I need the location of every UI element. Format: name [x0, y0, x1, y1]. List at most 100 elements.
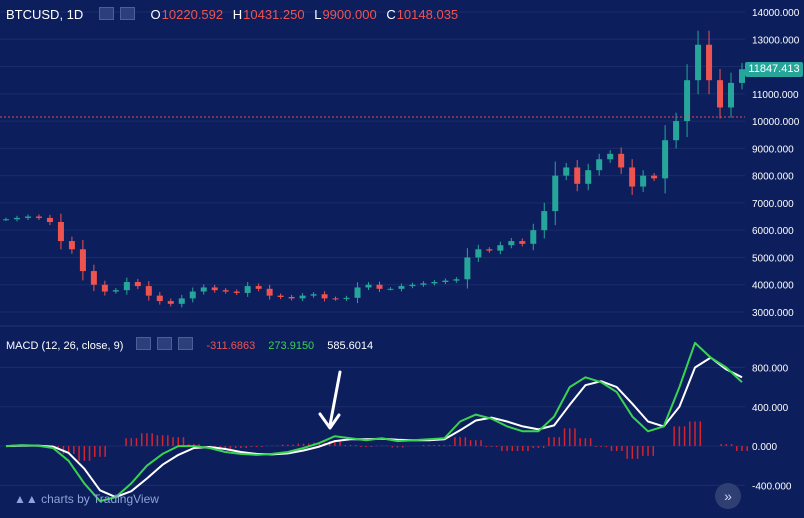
- eye-icon[interactable]: [98, 7, 114, 20]
- candle-body: [365, 284, 372, 288]
- candle-body: [530, 230, 537, 244]
- high-value: 10431.250: [243, 7, 305, 22]
- candle-body: [508, 241, 515, 246]
- macd-histogram-value: -311.6863: [206, 340, 256, 352]
- candle-body: [3, 219, 9, 221]
- price-tick-label: 9000.000: [752, 144, 794, 155]
- macd-value: 273.9150: [268, 340, 315, 352]
- candle-body: [244, 286, 251, 293]
- price-tick-label: 10000.000: [752, 117, 800, 128]
- candle-body: [178, 298, 185, 304]
- low-label: L: [314, 7, 322, 22]
- candle-body: [387, 288, 394, 290]
- high-label: H: [232, 7, 243, 22]
- price-tick-label: 8000.000: [752, 172, 794, 183]
- price-tick-label: 3000.000: [752, 308, 794, 319]
- settings-icon[interactable]: [157, 337, 173, 350]
- candle-body: [343, 297, 350, 299]
- candle-body: [695, 44, 702, 81]
- settings-icon[interactable]: [119, 7, 135, 20]
- candle-body: [618, 153, 625, 168]
- signal-value: 585.6014: [327, 340, 374, 352]
- price-tick-label: 11000.000: [752, 90, 799, 101]
- candle-body: [266, 288, 273, 296]
- candle-body: [288, 297, 295, 299]
- eye-icon[interactable]: [136, 337, 152, 350]
- candle-body: [420, 283, 427, 285]
- candle-body: [354, 287, 361, 298]
- scroll-to-realtime-button[interactable]: »: [715, 483, 741, 509]
- candle-body: [167, 301, 174, 304]
- candle-body: [299, 295, 306, 299]
- macd-line: [5, 341, 743, 503]
- price-tick-label: 14000.000: [752, 8, 800, 19]
- candle-body: [673, 121, 680, 141]
- candle-body: [255, 286, 262, 289]
- candle-body: [145, 286, 152, 296]
- candle-body: [222, 290, 229, 292]
- symbol-header: BTCUSD, 1D O10220.592 H10431.250 L9900.0…: [6, 7, 464, 22]
- fast-forward-icon: »: [724, 488, 732, 504]
- candle-body: [519, 241, 526, 244]
- price-tick-label: 6000.000: [752, 226, 794, 237]
- candle-body: [563, 167, 570, 176]
- candle-body: [717, 80, 724, 108]
- symbol-label[interactable]: BTCUSD, 1D: [6, 7, 84, 22]
- candle-body: [442, 280, 449, 282]
- candle-body: [486, 249, 493, 251]
- close-value: 10148.035: [396, 7, 459, 22]
- candle-body: [585, 170, 592, 184]
- candle-body: [574, 167, 581, 184]
- candle-body: [46, 217, 53, 222]
- price-tick-label: 7000.000: [752, 199, 794, 210]
- candle-body: [409, 284, 416, 287]
- price-axis[interactable]: 14000.00013000.00012000.00011000.0001000…: [752, 8, 800, 319]
- macd-axis[interactable]: 800.000 400.000 0.000 -400.000: [752, 363, 792, 492]
- candle-body: [90, 271, 97, 285]
- macd-lines: [5, 341, 743, 503]
- candle-body: [123, 282, 130, 291]
- candle-body: [739, 69, 745, 83]
- candle-body: [475, 249, 482, 258]
- candle-body: [13, 217, 20, 220]
- price-tick-label: 13000.000: [752, 35, 800, 46]
- candle-body: [101, 284, 108, 292]
- low-value: 9900.000: [322, 7, 377, 22]
- candle-body: [453, 279, 460, 281]
- candle-body: [596, 159, 603, 171]
- macd-label[interactable]: MACD (12, 26, close, 9): [6, 340, 124, 352]
- close-icon[interactable]: [178, 337, 194, 350]
- candle-body: [728, 82, 735, 108]
- candle-body: [277, 295, 284, 297]
- candle-body: [156, 295, 163, 302]
- candle-body: [79, 249, 86, 272]
- macd-tick-label: 0.000: [752, 442, 777, 453]
- candle-body: [211, 287, 218, 291]
- candle-body: [134, 282, 141, 287]
- candle-body: [629, 167, 636, 187]
- candle-body: [233, 291, 240, 293]
- candlestick-series[interactable]: [3, 30, 745, 308]
- candle-body: [497, 245, 504, 251]
- open-label: O: [150, 7, 161, 22]
- candle-body: [376, 284, 383, 289]
- macd-tick-label: -400.000: [752, 481, 792, 492]
- candle-body: [640, 175, 647, 187]
- price-tick-label: 4000.000: [752, 281, 794, 292]
- grid: [0, 11, 745, 486]
- candle-body: [607, 153, 614, 160]
- candle-body: [684, 80, 691, 122]
- tradingview-branding[interactable]: ▲▲ charts by TradingView: [14, 492, 159, 506]
- macd-histogram: [15, 421, 748, 461]
- last-price-tag: 11847.413: [745, 62, 803, 77]
- candle-body: [464, 257, 471, 280]
- candle-body: [189, 291, 196, 299]
- branding-text: charts by TradingView: [41, 492, 159, 506]
- candle-body: [24, 216, 31, 218]
- close-label: C: [386, 7, 396, 22]
- macd-header: MACD (12, 26, close, 9) -311.6863 273.91…: [6, 337, 379, 352]
- candle-body: [662, 140, 669, 179]
- candle-body: [57, 222, 64, 242]
- signal-line: [5, 356, 743, 499]
